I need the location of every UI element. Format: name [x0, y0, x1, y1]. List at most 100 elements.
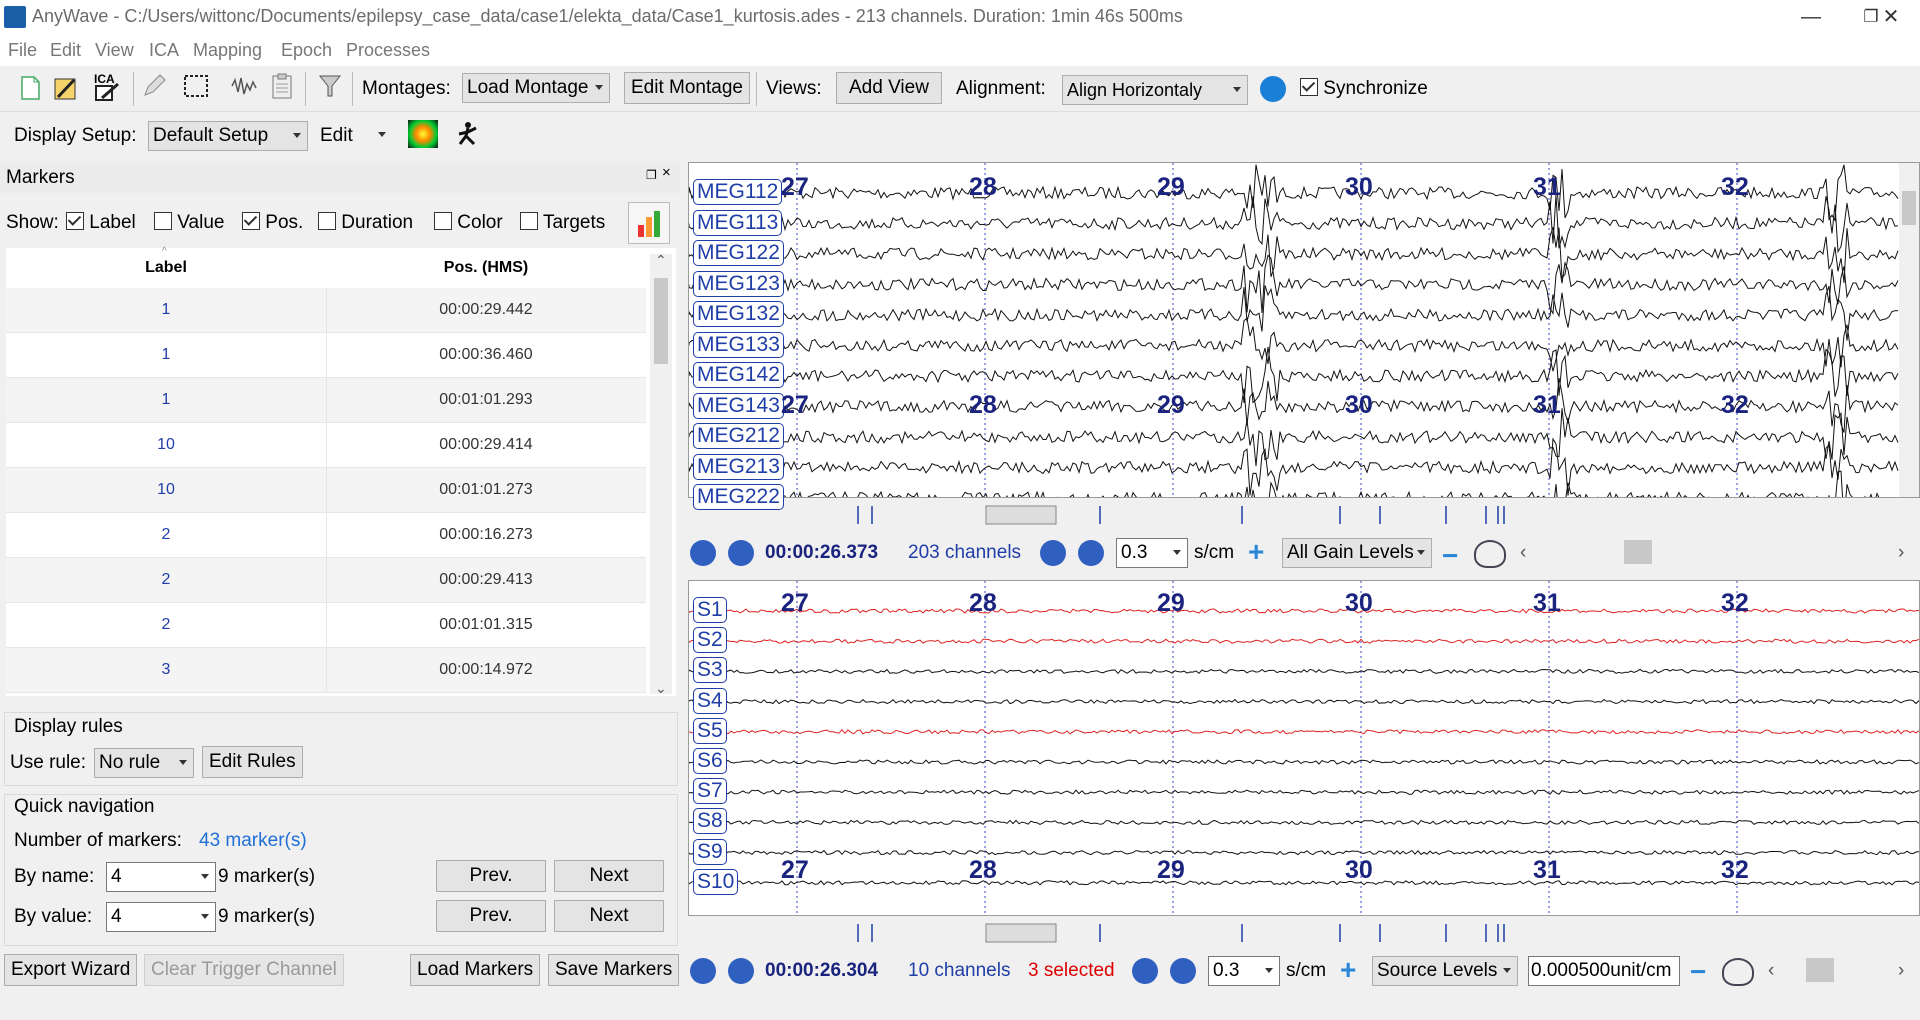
close-button[interactable]: ✕ — [1862, 0, 1920, 36]
close-dock-icon[interactable]: × — [662, 164, 671, 181]
table-row[interactable]: 2 00:01:01.315 — [6, 603, 646, 648]
scroll-left-icon[interactable]: ‹ — [1768, 960, 1775, 981]
by-name-dropdown[interactable]: 4 — [106, 862, 216, 892]
dancing-figure-icon[interactable] — [454, 120, 482, 148]
view2-time-scale-dropdown[interactable]: 0.3 — [1208, 956, 1280, 986]
show-value-option[interactable]: Value — [154, 212, 224, 234]
checkbox[interactable] — [434, 212, 452, 230]
view2-gain-dropdown[interactable]: Source Levels — [1372, 956, 1518, 986]
table-row[interactable]: 1 00:00:36.460 — [6, 333, 646, 378]
channel-label[interactable]: MEG213 — [693, 453, 784, 480]
clear-trigger-channel-button[interactable]: Clear Trigger Channel — [144, 954, 344, 986]
export-wizard-button[interactable]: Export Wizard — [4, 954, 138, 986]
edit-montage-button[interactable]: Edit Montage — [624, 72, 750, 104]
scroll-left-icon[interactable]: ‹ — [1520, 542, 1527, 563]
table-row[interactable]: 2 00:00:16.273 — [6, 513, 646, 558]
load-markers-button[interactable]: Load Markers — [410, 954, 541, 986]
scroll-down-icon[interactable]: ⌄ — [655, 680, 667, 696]
table-row[interactable]: 1 00:00:29.442 — [6, 288, 646, 333]
save-markers-button[interactable]: Save Markers — [548, 954, 680, 986]
channel-label[interactable]: MEG123 — [693, 270, 784, 297]
channel-label[interactable]: MEG212 — [693, 423, 784, 449]
load-montage-dropdown[interactable]: Load Montage — [462, 73, 610, 103]
open-file-icon[interactable] — [16, 74, 44, 102]
pencil-icon[interactable] — [140, 72, 168, 100]
show-label-option[interactable]: Label — [66, 212, 136, 234]
scroll-up-icon[interactable]: ⌃ — [655, 252, 667, 268]
go-end-icon[interactable] — [1170, 958, 1196, 984]
step-back-icon[interactable] — [728, 958, 754, 984]
annotate-pen-icon[interactable] — [52, 74, 80, 102]
column-header-label[interactable]: Label — [6, 248, 326, 289]
checkbox[interactable] — [66, 212, 84, 230]
channel-label[interactable]: MEG222 — [693, 484, 784, 510]
channel-label[interactable]: MEG142 — [693, 362, 784, 388]
add-view-button[interactable]: Add View — [836, 72, 942, 104]
view2-time-scrollbar[interactable] — [1788, 958, 1888, 982]
view1-marker-timeline[interactable] — [688, 500, 1918, 530]
show-pos-option[interactable]: Pos. — [242, 212, 303, 234]
menu-ica[interactable]: ICA — [149, 40, 180, 60]
step-forward-icon[interactable] — [1040, 540, 1066, 566]
minimize-button[interactable]: — — [1801, 6, 1821, 28]
checkbox[interactable] — [318, 212, 336, 230]
channel-label[interactable]: S6 — [693, 748, 727, 774]
view1-time-scrollbar[interactable] — [1540, 540, 1890, 564]
statistics-chart-button[interactable] — [628, 202, 670, 244]
decrease-gain-icon[interactable]: − — [1690, 956, 1707, 987]
by-name-prev-button[interactable]: Prev. — [436, 860, 546, 892]
menu-epoch[interactable]: Epoch — [281, 40, 333, 60]
scrollbar-thumb[interactable] — [1806, 958, 1834, 982]
channel-label[interactable]: S10 — [693, 868, 739, 895]
eye-icon[interactable] — [1722, 958, 1754, 986]
channel-label[interactable]: MEG113 — [693, 209, 783, 236]
add-gain-icon[interactable]: + — [1340, 954, 1357, 985]
show-targets-option[interactable]: Targets — [520, 212, 605, 234]
use-rule-dropdown[interactable]: No rule — [94, 748, 194, 778]
channel-label[interactable]: MEG122 — [693, 240, 784, 266]
channel-label[interactable]: MEG112 — [693, 179, 783, 205]
alignment-dropdown[interactable]: Align Horizontaly — [1062, 75, 1248, 105]
go-start-icon[interactable] — [690, 958, 716, 984]
scrollbar-thumb[interactable] — [1624, 540, 1652, 564]
markers-scrollbar[interactable] — [650, 254, 672, 694]
view2-amplitude-input[interactable]: 0.000500unit/cm — [1528, 956, 1680, 986]
ica-edit-icon[interactable]: ICA — [92, 70, 122, 104]
clipboard-icon[interactable] — [268, 72, 296, 100]
channel-label[interactable]: MEG132 — [693, 301, 784, 327]
channel-label[interactable]: S8 — [693, 808, 727, 835]
table-row[interactable]: 3 00:00:14.972 — [6, 648, 646, 693]
filter-funnel-icon[interactable] — [316, 72, 344, 100]
view1-vertical-scrollbar[interactable] — [1899, 163, 1919, 497]
go-end-icon[interactable] — [1078, 540, 1104, 566]
checkbox[interactable] — [154, 212, 172, 230]
menu-mapping[interactable]: Mapping — [193, 40, 263, 60]
synchronize-checkbox[interactable] — [1300, 78, 1318, 96]
edit-setup-arrow-icon[interactable] — [378, 132, 386, 137]
channel-label[interactable]: S4 — [693, 687, 727, 714]
menu-view[interactable]: View — [95, 40, 134, 60]
edit-rules-button[interactable]: Edit Rules — [202, 746, 303, 778]
mapping-icon[interactable] — [408, 120, 438, 148]
checkbox[interactable] — [242, 212, 260, 230]
table-row[interactable]: 1 00:01:01.293 — [6, 378, 646, 423]
channel-label[interactable]: S9 — [693, 838, 727, 865]
channel-label[interactable]: S5 — [693, 717, 727, 744]
view1-time-scale-dropdown[interactable]: 0.3 — [1116, 538, 1188, 568]
table-row[interactable]: 2 00:00:29.413 — [6, 558, 646, 603]
signal-cursor-icon[interactable] — [230, 72, 258, 100]
scrollbar-thumb[interactable] — [1902, 191, 1916, 225]
step-back-icon[interactable] — [728, 540, 754, 566]
synchronize-toggle[interactable]: Synchronize — [1300, 78, 1428, 100]
step-forward-icon[interactable] — [1132, 958, 1158, 984]
channel-label[interactable]: S3 — [693, 657, 727, 684]
signal-view-2[interactable]: S1 S2 S3 S4 S5 S6 S7 S8 S9 S10 27 27 28 28 29 29 30 30 31… — [688, 580, 1920, 916]
signal-view-1[interactable]: MEG112 MEG113 MEG122 MEG123 MEG132 MEG133 MEG1… — [688, 162, 1920, 510]
menu-edit[interactable]: Edit — [50, 40, 82, 60]
restore-button[interactable]: ❐ — [1863, 7, 1879, 26]
go-start-icon[interactable] — [690, 540, 716, 566]
by-value-prev-button[interactable]: Prev. — [436, 900, 546, 932]
channel-label[interactable]: MEG143 — [693, 392, 784, 419]
selection-rect-icon[interactable] — [182, 72, 210, 100]
channel-label[interactable]: S2 — [693, 627, 727, 654]
